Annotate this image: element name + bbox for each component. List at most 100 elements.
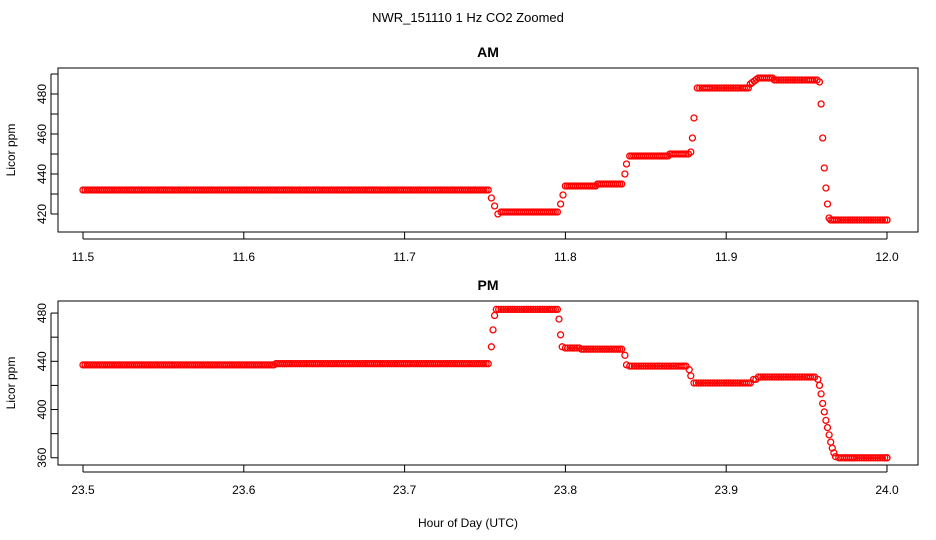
data-point [662, 362, 671, 370]
data-point [593, 345, 602, 353]
data-point [580, 345, 588, 353]
data-point [658, 362, 666, 370]
data-point [660, 362, 668, 370]
data-point [744, 84, 752, 92]
data-point [862, 216, 870, 224]
data-point [637, 362, 645, 370]
data-point [577, 345, 586, 353]
data-point [687, 372, 695, 380]
data-point [265, 361, 274, 369]
data-point [827, 438, 835, 446]
data-point [817, 390, 825, 398]
panel-title: AM [477, 44, 499, 60]
data-point [524, 305, 533, 314]
y-tick-label: 480 [35, 84, 49, 104]
data-point [715, 84, 723, 92]
data-point [878, 454, 887, 462]
y-axis-label: Licor ppm [4, 124, 18, 177]
data-point [651, 362, 659, 370]
data-point [720, 84, 728, 92]
data-point [536, 305, 544, 314]
data-point [881, 216, 889, 224]
y-axis-label: Licor ppm [4, 357, 18, 410]
data-point [782, 373, 790, 381]
data-point [497, 305, 505, 314]
data-point [828, 444, 836, 452]
data-point [621, 351, 629, 359]
data-point [871, 454, 880, 462]
x-tick-label: 11.9 [715, 250, 738, 264]
data-point [589, 345, 597, 353]
data-point [869, 454, 877, 462]
data-point [779, 373, 788, 381]
data-point [688, 134, 697, 142]
data-point [770, 373, 779, 381]
data-point [589, 182, 598, 190]
data-point [531, 305, 540, 314]
data-point [561, 344, 570, 352]
data-point [860, 454, 868, 462]
data-point [817, 100, 825, 108]
data-point [793, 76, 802, 84]
data-point [582, 345, 590, 353]
data-point [773, 76, 781, 84]
data-point [822, 416, 830, 425]
data-point [855, 216, 864, 224]
x-tick-label: 11.5 [72, 250, 95, 264]
data-point [632, 362, 641, 370]
data-point [649, 362, 657, 370]
x-tick-label: 11.6 [233, 250, 256, 264]
data-point [568, 344, 576, 352]
data-point [874, 454, 882, 462]
data-point [618, 345, 626, 353]
x-tick-label: 23.5 [71, 483, 95, 497]
data-point [630, 362, 638, 370]
data-point [761, 373, 769, 381]
data-point [820, 408, 828, 416]
data-point [796, 373, 804, 381]
data-point [793, 373, 802, 381]
figure-title: NWR_151110 1 Hz CO2 Zoomed [372, 10, 564, 25]
data-point [711, 84, 719, 92]
data-point [862, 454, 870, 462]
data-point [515, 305, 524, 314]
data-point [777, 373, 785, 381]
data-point [527, 305, 535, 314]
data-point [639, 362, 648, 370]
data-point [759, 373, 767, 381]
data-point [529, 305, 537, 314]
data-point [534, 305, 542, 314]
data-point [699, 379, 707, 387]
data-point [495, 305, 503, 314]
series-points [79, 74, 891, 224]
data-point [626, 362, 634, 370]
x-tick-label: 23.6 [232, 483, 256, 497]
data-point [724, 84, 733, 92]
data-point [869, 216, 877, 224]
data-point [881, 454, 889, 462]
data-point [883, 216, 891, 224]
data-point [556, 200, 565, 208]
data-point [846, 216, 854, 224]
x-tick-label: 11.8 [554, 250, 577, 264]
data-point [853, 454, 861, 462]
data-point [591, 345, 599, 353]
data-point [731, 379, 740, 387]
data-point [791, 373, 799, 381]
data-point [837, 216, 845, 224]
data-point [621, 170, 629, 178]
data-point [513, 305, 521, 314]
data-point [766, 373, 774, 381]
data-point [779, 76, 788, 84]
data-point [701, 379, 710, 387]
data-point [883, 454, 891, 462]
x-tick-label: 24.0 [875, 483, 899, 497]
data-point [825, 431, 833, 439]
data-point [713, 84, 721, 92]
data-point [830, 449, 838, 457]
data-point [786, 76, 795, 84]
data-point [518, 305, 526, 314]
data-point [584, 345, 593, 353]
data-point [731, 84, 740, 92]
y-tick-label: 400 [35, 399, 49, 419]
